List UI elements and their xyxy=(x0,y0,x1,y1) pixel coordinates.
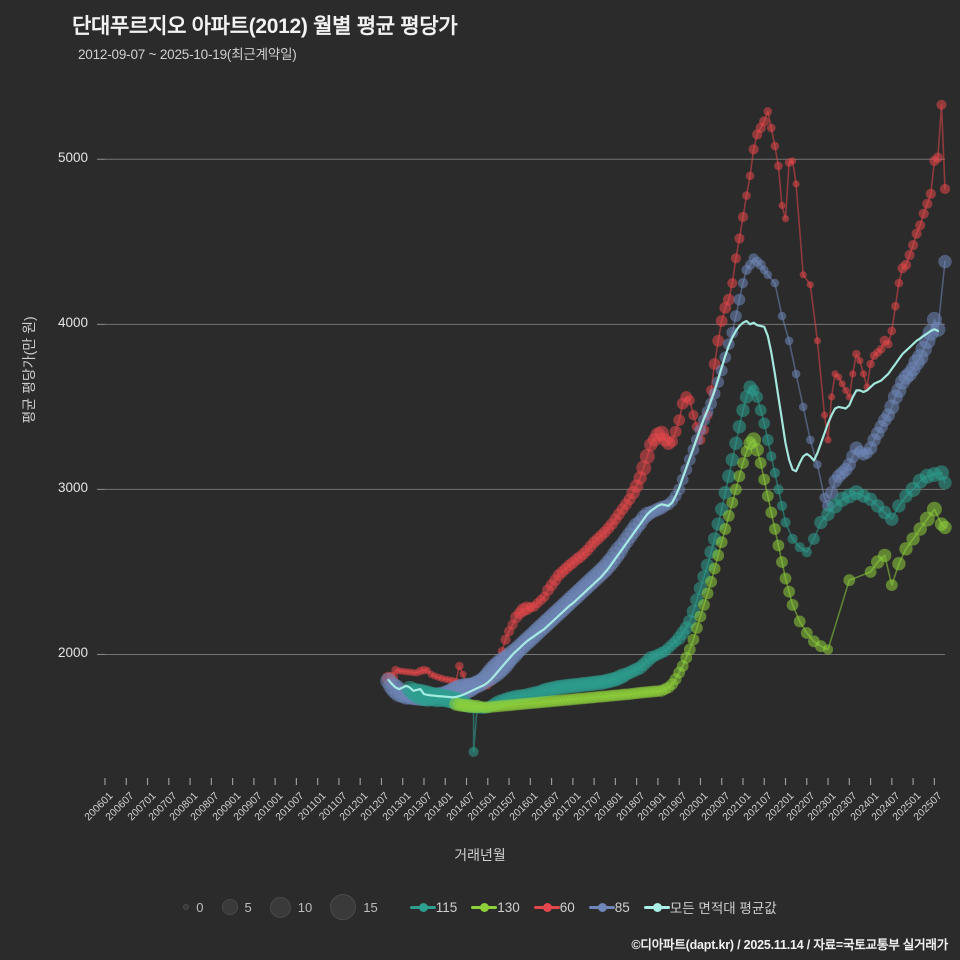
legend-size-item[interactable]: 10 xyxy=(269,896,324,918)
y-axis-tick-label: 4000 xyxy=(57,315,88,331)
legend-series-label: 60 xyxy=(559,899,575,915)
series-모든 면적대 평균값 xyxy=(387,319,939,699)
series-85 xyxy=(380,253,952,707)
y-axis-tick-label: 2000 xyxy=(57,645,88,661)
legend-size-item[interactable]: 5 xyxy=(221,899,264,915)
legend-size-item[interactable]: 0 xyxy=(183,900,215,915)
series-130 xyxy=(449,432,952,714)
legend-size-label: 0 xyxy=(196,899,204,915)
legend-dot-icon xyxy=(597,902,607,912)
legend-size-label: 15 xyxy=(363,899,378,915)
legend-size-bubble-icon xyxy=(221,899,238,915)
legend-size-bubble-icon xyxy=(183,904,190,910)
page-subtitle: 2012-09-07 ~ 2025-10-19(최근계약일) xyxy=(78,47,297,62)
legend-dot-icon xyxy=(652,902,662,912)
legend-dot-icon xyxy=(542,902,552,912)
y-axis-title: 평균 평당가(만 원) xyxy=(21,316,37,424)
legend-dot-icon xyxy=(418,902,428,912)
legend-row: 0 5 10 15 115 130 60 85 모든 면적대 평균값 xyxy=(0,890,960,924)
legend-series-label: 85 xyxy=(614,899,630,915)
page-title: 단대푸르지오 아파트(2012) 월별 평균 평당가 xyxy=(72,15,458,38)
series-60 xyxy=(381,99,951,690)
legend-size-item[interactable]: 15 xyxy=(330,894,389,920)
legend-series-item-모든 면적대 평균값[interactable]: 모든 면적대 평균값 xyxy=(643,897,777,917)
legend-size-label: 5 xyxy=(244,899,252,915)
legend-series-item-130[interactable]: 130 xyxy=(471,900,520,915)
y-axis-tick-label: 3000 xyxy=(57,480,88,496)
legend-series-item-115[interactable]: 115 xyxy=(409,899,458,915)
x-axis-title: 거래년월 xyxy=(454,847,506,863)
legend-size-bubble-icon xyxy=(269,896,291,918)
y-axis-tick-label: 5000 xyxy=(57,150,88,166)
chart-legend: 0 5 10 15 115 130 60 85 모든 면적대 평균값 xyxy=(0,890,960,924)
legend-size-bubble-icon xyxy=(330,894,357,920)
legend-series-item-85[interactable]: 85 xyxy=(588,899,630,915)
legend-series-item-60[interactable]: 60 xyxy=(533,899,575,915)
legend-size-label: 10 xyxy=(297,899,313,915)
legend-dot-icon xyxy=(480,902,490,912)
gridlines xyxy=(105,158,945,655)
footer-credit: ©디아파트(dapt.kr) / 2025.11.14 / 자료=국토교통부 실… xyxy=(631,938,948,952)
legend-series-label: 115 xyxy=(435,899,458,915)
legend-series-label: 모든 면적대 평균값 xyxy=(669,901,777,916)
legend-series-label: 130 xyxy=(497,899,520,915)
